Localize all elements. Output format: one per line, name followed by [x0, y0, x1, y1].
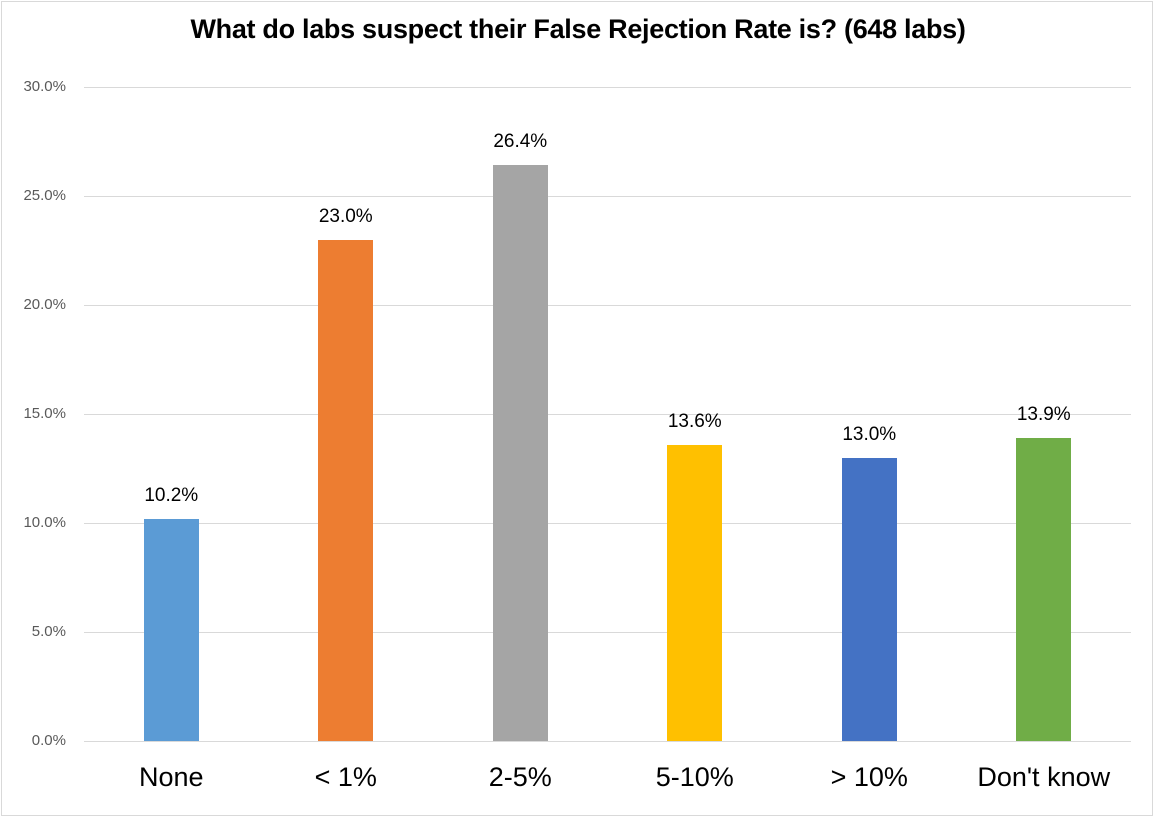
x-tick-label: > 10%	[830, 762, 908, 792]
y-tick-label: 25.0%	[23, 187, 66, 204]
bar	[1016, 437, 1072, 741]
gridline	[84, 523, 1131, 524]
data-label: 23.0%	[318, 205, 373, 227]
gridline	[84, 196, 1131, 197]
plot-area: 10.2% 23.0% 26.4% 13.6% 13.0% 13.9%	[84, 87, 1131, 742]
bar	[841, 457, 897, 741]
data-label: 26.4%	[493, 131, 548, 153]
chart-title: What do labs suspect their False Rejecti…	[190, 14, 966, 44]
x-tick-label: 2-5%	[488, 762, 552, 792]
gridline	[84, 741, 1131, 742]
gridline	[84, 414, 1131, 415]
y-tick-label: 30.0%	[23, 78, 66, 95]
x-tick-label: < 1%	[314, 762, 377, 792]
y-tick-label: 10.0%	[23, 514, 66, 531]
data-label: 13.0%	[842, 423, 897, 445]
bar	[143, 518, 199, 741]
gridline	[84, 305, 1131, 306]
bar	[492, 165, 548, 741]
gridline	[84, 87, 1131, 88]
data-label: 13.6%	[667, 410, 722, 432]
x-tick-label: None	[138, 762, 204, 792]
y-tick-label: 20.0%	[23, 296, 66, 313]
x-tick-label: Don't know	[977, 762, 1111, 792]
bar	[318, 239, 374, 741]
bar	[667, 444, 723, 741]
gridline	[84, 632, 1131, 633]
x-tick-label: 5-10%	[655, 762, 734, 792]
y-tick-label: 15.0%	[23, 405, 66, 422]
y-tick-label: 5.0%	[31, 623, 66, 640]
data-label: 10.2%	[144, 484, 199, 506]
y-tick-label: 0.0%	[31, 732, 66, 749]
data-label: 13.9%	[1016, 403, 1071, 425]
